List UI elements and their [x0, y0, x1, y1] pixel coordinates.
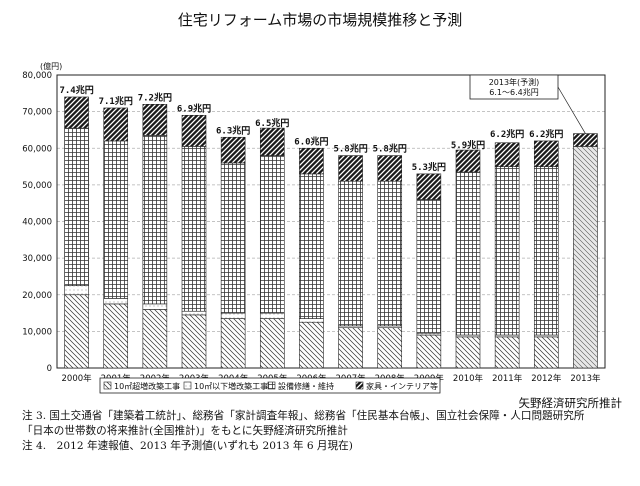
data-label: 6.2兆円: [529, 128, 563, 140]
bar-segment: [181, 146, 207, 312]
bar-segment: [455, 336, 481, 369]
y-axis-unit: (億円): [40, 61, 62, 71]
footnote-line-2: 「日本の世帯数の将来推計(全国推計)」をもとに矢野経済研究所推計: [22, 425, 348, 437]
bar-segment: [103, 298, 129, 305]
legend-label: 10㎡以下増改築工事: [194, 381, 268, 391]
bar-segment: [299, 147, 324, 175]
data-label: 6.2兆円: [490, 128, 524, 140]
chart-title: 住宅リフォーム市場の市場規模推移と予測: [178, 11, 463, 29]
legend-swatch: [355, 381, 364, 390]
bar-segment: [377, 180, 403, 327]
footnotes: 注 3. 国土交通省「建築着工統計」、総務省「家計調査年報」、総務省「住民基本台…: [22, 409, 584, 454]
y-tick-label: 80,000: [22, 71, 52, 81]
bar-segment: [64, 285, 89, 296]
source-credit: 矢野経済研究所推計: [518, 396, 623, 410]
bar-segment: [533, 140, 559, 167]
bar-segment: [299, 173, 324, 319]
legend-swatch: [267, 381, 276, 390]
bar-segment: [259, 318, 285, 369]
data-label: 5.8兆円: [373, 143, 407, 155]
y-tick-label: 20,000: [22, 291, 52, 301]
bar-segment: [494, 336, 520, 369]
annotation-line-2: 6.1～6.4兆円: [489, 87, 538, 97]
annotation-line-1: 2013年(予測): [489, 77, 540, 87]
bar-segment: [416, 334, 442, 369]
legend-label: 10㎡超増改築工事: [114, 381, 180, 391]
x-tick-label: 2000年: [62, 373, 93, 384]
data-label: 7.2兆円: [138, 91, 172, 103]
bar-segment: [220, 318, 246, 369]
bar-segment: [377, 155, 403, 182]
bar-segment: [103, 107, 129, 142]
data-label: 5.9兆円: [451, 139, 485, 151]
data-label: 6.9兆円: [177, 102, 211, 114]
bar-segment: [181, 310, 207, 316]
bar-segment: [377, 327, 403, 369]
x-tick-label: 2012年: [531, 373, 562, 384]
y-tick-label: 70,000: [22, 108, 52, 118]
market-size-chart: 住宅リフォーム市場の市場規模推移と予測 (億円) 0 10,000 20,000 30,0…: [22, 11, 606, 394]
bar-segment: [455, 149, 481, 173]
bar-segment: [416, 199, 442, 334]
legend-label: 設備修繕・維持: [278, 381, 334, 391]
bar-segment: [103, 303, 129, 369]
bar-segment: [455, 171, 481, 336]
bar-segment: [142, 303, 168, 310]
data-label: 7.1兆円: [99, 95, 133, 107]
data-label: 5.8兆円: [333, 143, 367, 155]
bar-segment: [338, 155, 363, 182]
annotation-leader: [557, 86, 586, 134]
bar-segment: [220, 136, 246, 164]
y-tick-label: 0: [47, 364, 52, 374]
footnote-line-1: 注 3. 国土交通省「建築着工統計」、総務省「家計調査年報」、総務省「住民基本台…: [22, 410, 585, 422]
bar-segment: [259, 312, 285, 319]
bar-segment: [142, 309, 168, 369]
bar-segment: [494, 166, 520, 336]
legend-label: 家具・インテリア等: [366, 381, 438, 391]
bar-segment: [338, 180, 363, 327]
data-label: 5.3兆円: [412, 161, 446, 173]
y-tick-label: 60,000: [22, 144, 52, 154]
bar-segment: [494, 142, 520, 167]
x-tick-label: 2013年: [570, 373, 601, 384]
bar-segment: [142, 135, 168, 305]
bar-segment: [220, 162, 246, 314]
bar-segment: [220, 312, 246, 319]
bar-segment: [573, 146, 598, 369]
bar-segment: [533, 336, 559, 369]
bar-segment: [64, 127, 89, 286]
bar-segment: [259, 127, 285, 156]
bar-segment: [103, 140, 129, 299]
x-tick-label: 2011年: [492, 373, 523, 384]
bar-segment: [64, 294, 89, 369]
bar-segment: [181, 314, 207, 369]
bar-segment: [338, 327, 363, 369]
footnote-line-3: 注 4. 2012 年速報値、2013 年予測値(いずれも 2013 年 6 月…: [22, 440, 353, 452]
plot-frame: [56, 74, 606, 369]
data-label: 6.0兆円: [294, 135, 328, 147]
data-label: 6.3兆円: [216, 124, 250, 136]
y-tick-label: 50,000: [22, 181, 52, 191]
legend-swatch: [103, 381, 112, 390]
y-tick-label: 30,000: [22, 254, 52, 264]
bar-segment: [64, 96, 89, 129]
bar-segment: [299, 318, 324, 323]
data-label: 7.4兆円: [59, 84, 93, 96]
bar-segment: [416, 173, 442, 200]
bar-segment: [181, 114, 207, 147]
data-label: 6.5兆円: [255, 117, 289, 129]
y-tick-label: 40,000: [22, 218, 52, 228]
bar-segment: [299, 321, 324, 369]
y-tick-label: 10,000: [22, 327, 52, 337]
bar-segment: [533, 166, 559, 336]
x-tick-label: 2010年: [453, 373, 484, 384]
legend-swatch: [183, 381, 192, 390]
bar-segment: [573, 133, 598, 147]
bar-segment: [259, 155, 285, 314]
bar-segment: [142, 104, 168, 136]
